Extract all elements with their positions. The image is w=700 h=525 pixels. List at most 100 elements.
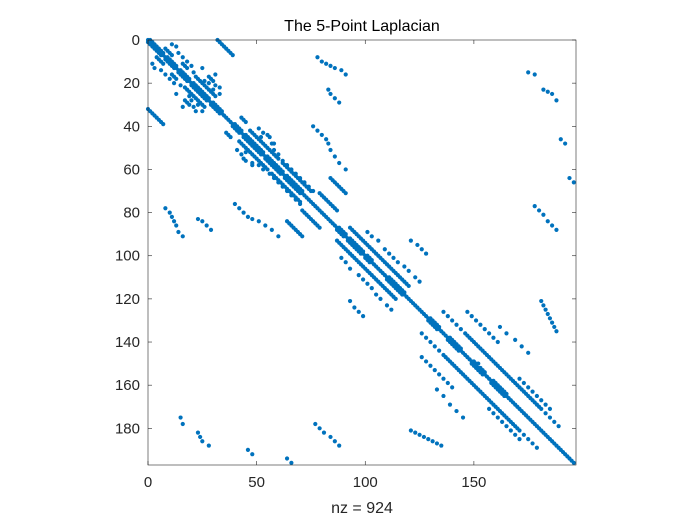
y-tick-label: 120 [115,291,140,308]
data-point [297,201,303,207]
data-point [171,65,177,71]
data-point [417,279,422,284]
data-point [441,393,446,399]
data-point [239,152,244,157]
data-point [191,104,196,109]
y-tick-label: 40 [123,118,140,135]
data-point [245,447,251,452]
data-point [211,87,216,92]
data-point [163,72,168,77]
data-point [469,314,474,319]
data-point [482,326,487,332]
data-point [545,219,550,224]
data-point [243,119,248,125]
data-point [332,439,337,444]
data-point [530,441,535,446]
data-point [319,132,324,138]
data-point [276,234,281,239]
data-point [230,53,235,58]
data-point [198,434,203,440]
data-point [369,234,374,239]
data-point [269,141,274,146]
data-point [328,147,333,153]
data-point [313,421,318,427]
data-point [328,63,333,68]
data-point [365,281,370,286]
data-point [552,419,557,424]
data-point [543,307,548,312]
data-point [185,65,190,71]
data-point [545,311,550,317]
data-point [250,216,255,222]
data-point [495,339,500,345]
data-point [539,406,544,412]
data-point [437,372,442,377]
data-point [284,188,290,194]
data-point [163,206,168,211]
data-point [261,130,266,135]
data-point [284,163,290,168]
data-point [443,355,448,360]
data-point [552,324,557,330]
data-point [347,298,353,304]
data-point [532,204,537,209]
data-point [276,180,281,185]
data-point [278,171,283,176]
data-point [487,398,492,403]
data-point [202,78,207,84]
data-point [545,89,550,94]
data-point [200,65,205,71]
data-point [413,275,418,280]
data-point [491,335,496,340]
data-point [250,452,255,457]
data-point [456,367,461,373]
data-point [541,87,546,92]
data-point [452,363,457,368]
data-point [556,424,561,429]
data-point [547,406,553,412]
ticks-layer: 0 50 100 150 0 20 40 60 80 100 120 140 160 180 [115,32,576,491]
data-point [389,307,394,312]
x-tick-label: 100 [353,474,378,491]
data-point [447,402,453,407]
data-point [232,201,237,207]
data-point [193,109,198,114]
data-point [263,223,268,228]
axes-box [147,39,577,466]
data-point [500,367,505,373]
data-point [289,167,294,172]
data-point [447,359,453,364]
data-point [289,193,294,198]
data-point [311,124,316,129]
data-point [191,70,196,75]
data-point [267,171,272,176]
data-point [187,93,192,99]
data-point [550,91,555,97]
data-point [526,70,531,75]
data-point [434,387,440,392]
data-point [250,160,255,166]
data-point [317,225,322,230]
data-point [526,350,531,355]
data-point [185,100,190,105]
data-point [430,439,435,444]
x-tick-label: 50 [248,474,265,491]
data-point [195,216,201,222]
data-point [415,242,420,248]
data-point [297,191,303,196]
data-point [180,234,185,239]
data-point [206,443,211,448]
data-point [541,303,546,308]
data-point [432,367,437,373]
data-point [543,402,548,407]
data-point [337,443,342,448]
data-point [213,72,218,77]
data-point [513,424,518,429]
data-point [328,434,333,440]
data-point [460,372,466,377]
data-point [419,331,424,336]
data-point [521,380,526,386]
data-point [543,411,548,416]
data-point [491,411,496,416]
data-point [423,335,429,340]
